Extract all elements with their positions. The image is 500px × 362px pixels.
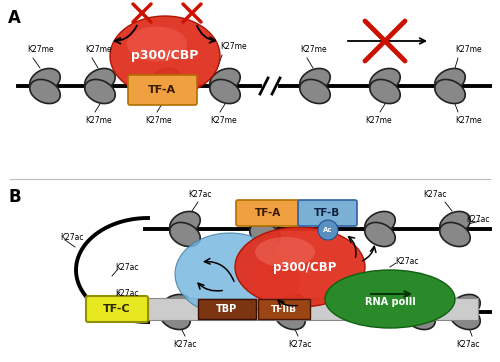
Ellipse shape [435,68,465,93]
Text: TBP: TBP [216,304,238,314]
Ellipse shape [370,68,400,93]
Text: K27ac: K27ac [115,262,138,272]
Text: TF-A: TF-A [148,85,176,95]
Text: K27me: K27me [145,116,172,125]
Text: K27me: K27me [455,116,481,125]
Ellipse shape [30,79,60,104]
Ellipse shape [405,306,435,329]
FancyBboxPatch shape [198,299,256,319]
Text: K27me: K27me [27,45,54,54]
Text: K27me: K27me [85,116,112,125]
Ellipse shape [440,211,470,236]
Text: K27ac: K27ac [423,190,447,199]
Ellipse shape [110,16,220,96]
Text: TFIIB: TFIIB [271,304,297,313]
FancyBboxPatch shape [258,299,310,319]
Ellipse shape [325,270,455,328]
Ellipse shape [170,211,200,236]
FancyBboxPatch shape [236,200,300,226]
Ellipse shape [300,79,330,104]
Text: Ac: Ac [323,227,333,233]
Ellipse shape [365,223,395,247]
Text: K27ac: K27ac [288,340,312,349]
Text: TF-C: TF-C [103,304,131,314]
Text: K27ac: K27ac [188,190,212,199]
Text: K27ac: K27ac [115,290,138,299]
Ellipse shape [150,79,180,104]
Text: K27me: K27me [220,42,246,51]
Text: p300/CBP: p300/CBP [274,261,336,274]
Ellipse shape [365,211,395,236]
Text: K27me: K27me [455,45,481,54]
Text: K27ac: K27ac [60,232,84,241]
Ellipse shape [440,223,470,247]
Ellipse shape [210,68,240,93]
FancyBboxPatch shape [298,200,357,226]
Ellipse shape [150,68,180,93]
Ellipse shape [127,26,187,62]
FancyBboxPatch shape [148,298,478,320]
Ellipse shape [30,68,60,93]
Text: K27me: K27me [210,116,236,125]
Ellipse shape [275,294,305,319]
Text: K27ac: K27ac [395,257,418,266]
Ellipse shape [450,306,480,329]
Text: K27ac: K27ac [466,215,490,223]
Ellipse shape [175,233,285,315]
Ellipse shape [250,223,280,247]
Ellipse shape [250,253,300,307]
FancyBboxPatch shape [128,75,197,105]
Ellipse shape [85,68,115,93]
Ellipse shape [300,68,330,93]
Ellipse shape [250,211,280,236]
Text: K27ac: K27ac [456,340,480,349]
FancyBboxPatch shape [86,296,148,322]
Ellipse shape [160,306,190,329]
Ellipse shape [235,227,365,307]
Ellipse shape [255,237,315,267]
Ellipse shape [435,79,465,104]
Ellipse shape [370,79,400,104]
Text: A: A [8,9,21,27]
Text: K27me: K27me [300,45,326,54]
Circle shape [318,220,338,240]
Ellipse shape [450,294,480,319]
Ellipse shape [170,223,200,247]
Text: TF-A: TF-A [255,208,281,218]
Ellipse shape [405,294,435,319]
Ellipse shape [160,294,190,319]
Text: K27me: K27me [85,45,112,54]
Text: K27me: K27me [365,116,392,125]
Ellipse shape [210,79,240,104]
Text: p300/CBP: p300/CBP [132,50,198,63]
Ellipse shape [85,79,115,104]
Ellipse shape [275,306,305,329]
Text: RNA polII: RNA polII [364,297,416,307]
Text: B: B [8,188,20,206]
Text: K27ac: K27ac [174,340,197,349]
Text: TF-B: TF-B [314,208,340,218]
